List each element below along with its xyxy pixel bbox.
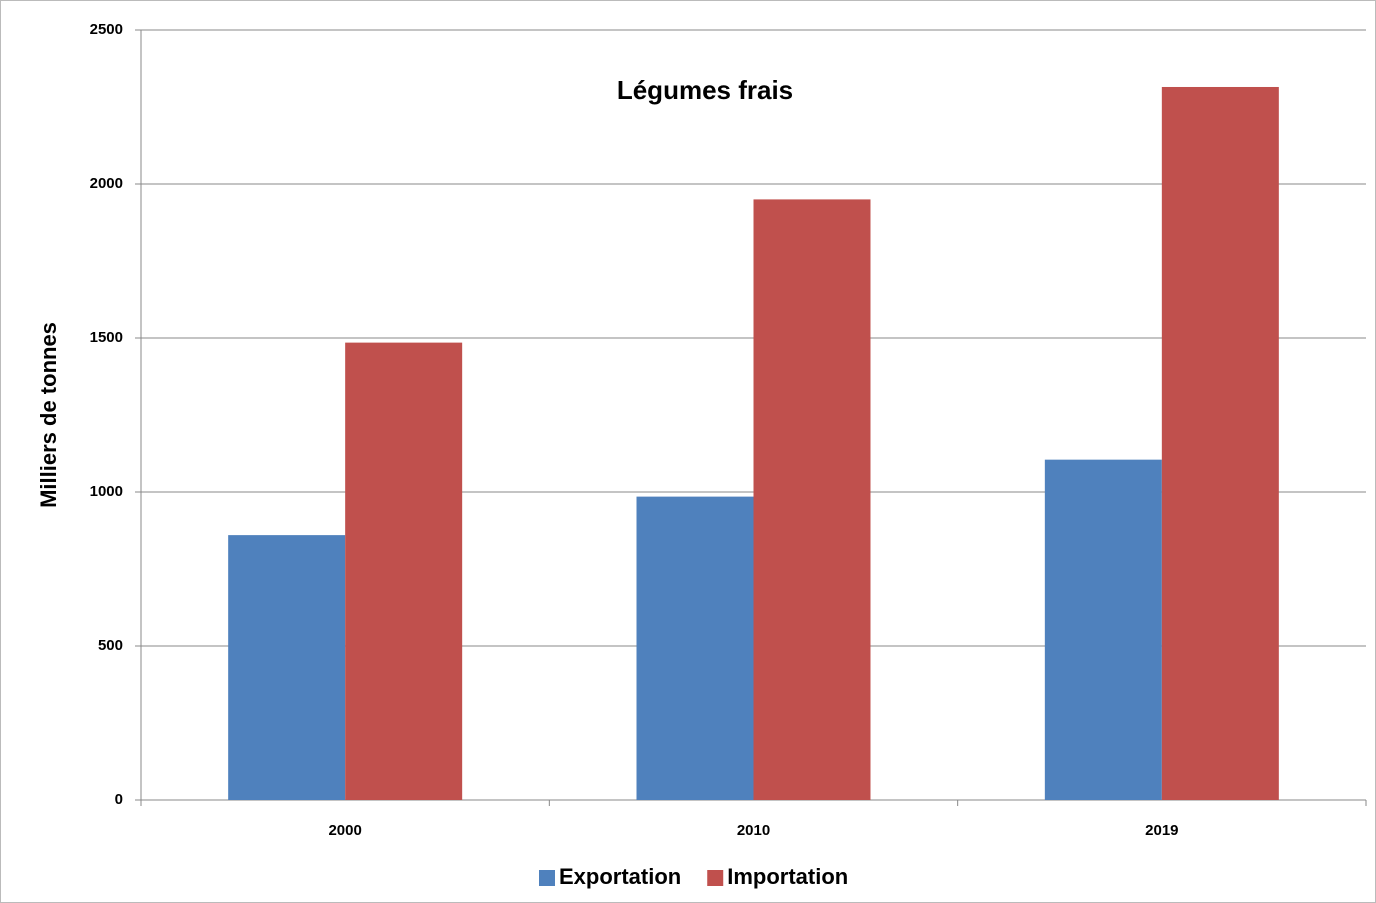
legend-swatch (707, 870, 724, 886)
bar (636, 496, 754, 800)
bar (753, 199, 871, 800)
y-tick-label: 2500 (90, 21, 123, 38)
x-tick-label: 2010 (737, 822, 770, 839)
bar (1044, 459, 1162, 800)
y-tick-label: 1000 (90, 483, 123, 500)
y-tick-label: 2000 (90, 175, 123, 192)
x-tick-label: 2000 (328, 822, 361, 839)
bar (1161, 86, 1279, 801)
bar (228, 535, 346, 800)
legend-label: Exportation (559, 864, 681, 889)
bar (345, 342, 463, 800)
y-tick-label: 0 (115, 791, 123, 808)
legend-swatch (539, 870, 555, 886)
y-tick-label: 500 (98, 637, 123, 654)
x-tick-label: 2019 (1145, 822, 1178, 839)
chart-title: Légumes frais (617, 75, 793, 105)
legend-label: Importation (727, 864, 848, 889)
y-axis-label: Milliers de tonnes (36, 322, 61, 508)
y-tick-label: 1500 (90, 329, 123, 346)
